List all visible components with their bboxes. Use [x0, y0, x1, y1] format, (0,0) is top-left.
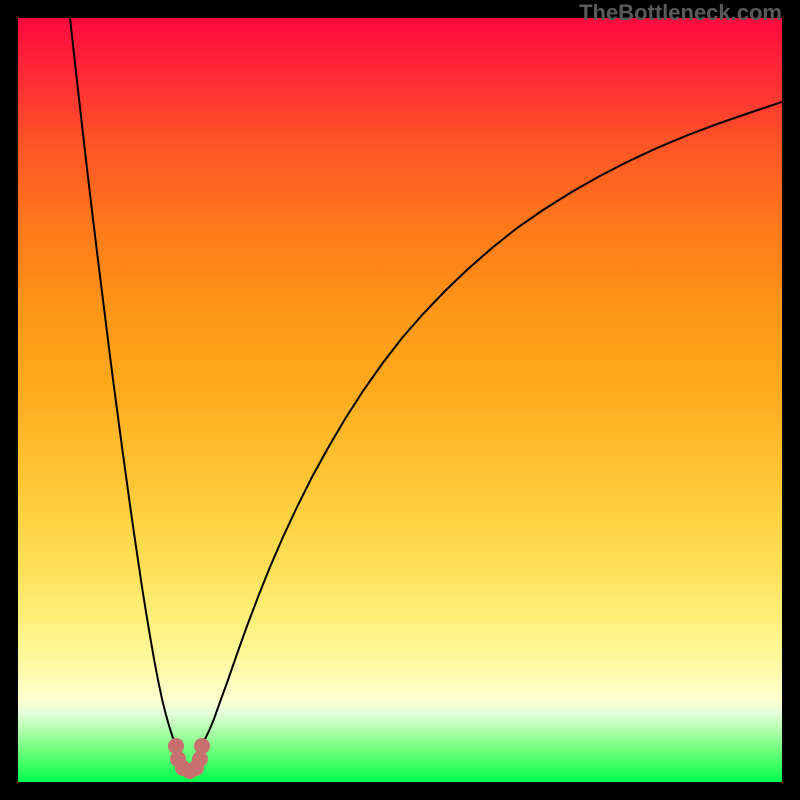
plot-area: [18, 18, 782, 782]
marker-cluster: [18, 18, 782, 782]
watermark-text: TheBottleneck.com: [579, 0, 782, 26]
chart-frame: TheBottleneck.com: [0, 0, 800, 800]
marker-dot: [194, 738, 210, 754]
